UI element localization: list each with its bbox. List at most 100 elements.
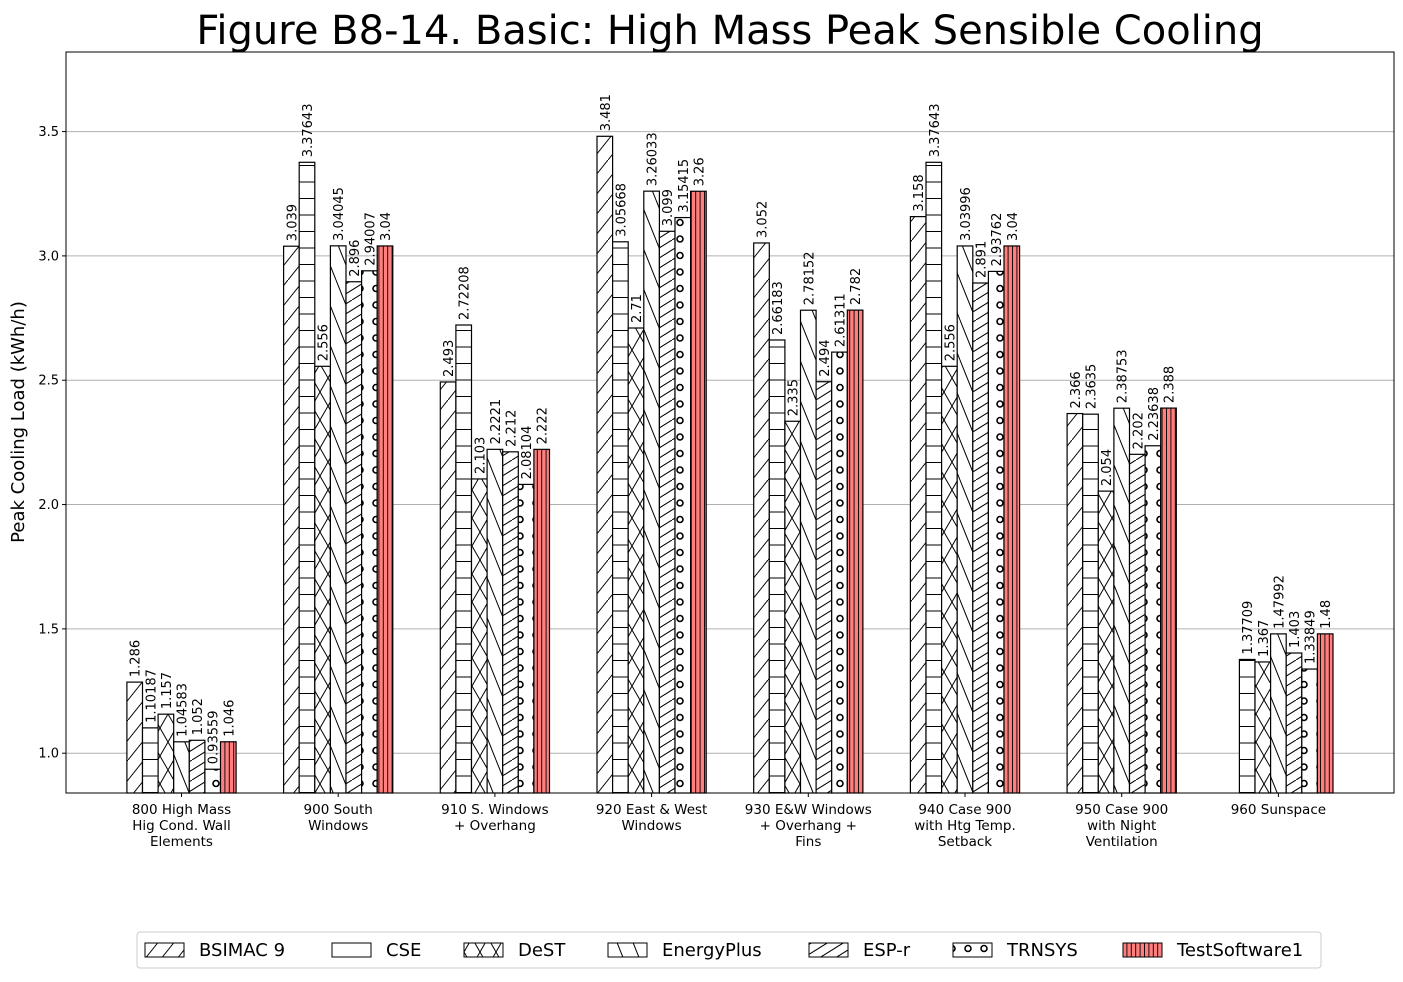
bar	[1269, 633, 1287, 794]
bar	[157, 713, 175, 794]
data-label: 2.222	[536, 407, 551, 444]
bar	[502, 451, 519, 794]
legend-swatch	[808, 942, 849, 958]
y-tick-label: 1.5	[38, 622, 59, 637]
bar	[533, 448, 551, 794]
bar	[987, 270, 1005, 794]
data-label: 2.66183	[771, 281, 786, 335]
legend-label: BSIMAC 9	[199, 940, 285, 961]
data-label: 1.04583	[176, 683, 191, 737]
data-label: 2.61311	[834, 293, 849, 347]
data-label: 1.48	[1319, 600, 1334, 629]
y-tick-label: 2.5	[38, 374, 59, 389]
bar	[596, 135, 614, 794]
data-label: 1.157	[160, 672, 175, 709]
bar	[470, 478, 488, 794]
bar	[1113, 407, 1131, 794]
grid-lines	[66, 131, 1394, 754]
bar	[1316, 633, 1334, 794]
data-label: 2.556	[943, 324, 958, 361]
legend-entry: DeST	[463, 940, 566, 961]
legend-swatch	[952, 942, 993, 958]
bar	[768, 339, 786, 794]
data-label: 2.78152	[802, 251, 817, 305]
bar	[674, 216, 692, 794]
y-axis-label: Peak Cooling Load (kWh/h)	[8, 301, 29, 543]
data-label: 2.054	[1100, 449, 1115, 486]
bar	[219, 741, 237, 794]
bar	[799, 309, 817, 794]
data-label: 3.039	[285, 204, 300, 241]
bar	[314, 365, 331, 794]
data-label: 3.15415	[677, 159, 692, 213]
plot-area-frame	[65, 51, 1395, 794]
bar	[1301, 668, 1319, 794]
data-label: 2.08104	[520, 426, 535, 480]
legend-frame	[136, 931, 1322, 969]
bar	[1082, 413, 1099, 794]
data-label: 2.494	[818, 340, 833, 377]
legend-swatch	[463, 942, 504, 958]
bar	[455, 324, 473, 794]
legend-entry: EnergyPlus	[607, 940, 762, 961]
bar	[1160, 407, 1177, 794]
data-label: 2.212	[505, 410, 520, 447]
bar	[1285, 652, 1303, 794]
bar	[283, 245, 300, 794]
data-label: 3.05668	[614, 183, 629, 237]
bar	[188, 739, 206, 794]
bar	[329, 245, 347, 794]
y-tick-label: 3.0	[38, 249, 59, 264]
bar	[627, 327, 645, 794]
data-label: 3.04	[379, 212, 394, 241]
bar	[1066, 412, 1084, 794]
bar	[815, 381, 833, 794]
legend: BSIMAC 9 CSE DeST EnergyPlus ESP-r TRNSYS Test…	[136, 931, 1322, 969]
bar	[517, 483, 535, 794]
legend-entry: ESP-r	[808, 940, 911, 961]
data-label: 3.04	[1006, 212, 1021, 241]
bar	[972, 282, 989, 794]
data-label: 1.367	[1257, 620, 1272, 657]
data-label: 2.103	[473, 437, 488, 474]
data-label: 2.38753	[1116, 349, 1131, 403]
x-tick-label: 960 Sunspace	[1231, 802, 1326, 818]
data-label: 1.37709	[1241, 601, 1256, 655]
data-label: 3.04045	[332, 187, 347, 241]
bar	[1238, 658, 1256, 794]
x-tick-label: 910 S. Windows + Overhang	[441, 802, 548, 834]
bar	[940, 365, 958, 794]
chart-title: Figure B8-14. Basic: High Mass Peak Sens…	[196, 8, 1263, 54]
bar	[1144, 445, 1162, 794]
data-label: 1.47992	[1272, 575, 1287, 629]
data-label: 3.052	[756, 201, 771, 238]
data-label: 2.335	[787, 379, 802, 416]
legend-label: TestSoftware1	[1176, 940, 1303, 961]
bar	[1128, 453, 1146, 794]
data-label: 2.493	[442, 340, 457, 377]
bars	[126, 135, 1334, 794]
data-label: 3.158	[912, 174, 927, 211]
data-label: 2.71	[630, 294, 645, 323]
data-label: 0.93559	[207, 710, 222, 764]
bar	[689, 190, 707, 794]
data-label: 3.03996	[959, 187, 974, 241]
data-label: 3.37643	[301, 104, 316, 158]
data-label: 3.37643	[928, 104, 943, 158]
legend-entry: TestSoftware1	[1122, 940, 1303, 961]
bar	[831, 351, 848, 794]
legend-swatch	[1122, 942, 1163, 958]
y-tick-label: 2.0	[38, 498, 59, 513]
data-label: 2.93762	[990, 213, 1005, 267]
bar	[345, 281, 363, 794]
x-tick-label: 950 Case 900 with Night Ventilation	[1075, 802, 1168, 850]
bar	[753, 242, 770, 794]
bar	[643, 190, 660, 794]
x-tick-label: 800 High Mass Hig Cond. Wall Elements	[132, 802, 231, 850]
data-label: 1.10187	[144, 669, 159, 723]
data-label: 1.046	[222, 700, 237, 737]
legend-entry: TRNSYS	[952, 940, 1078, 961]
